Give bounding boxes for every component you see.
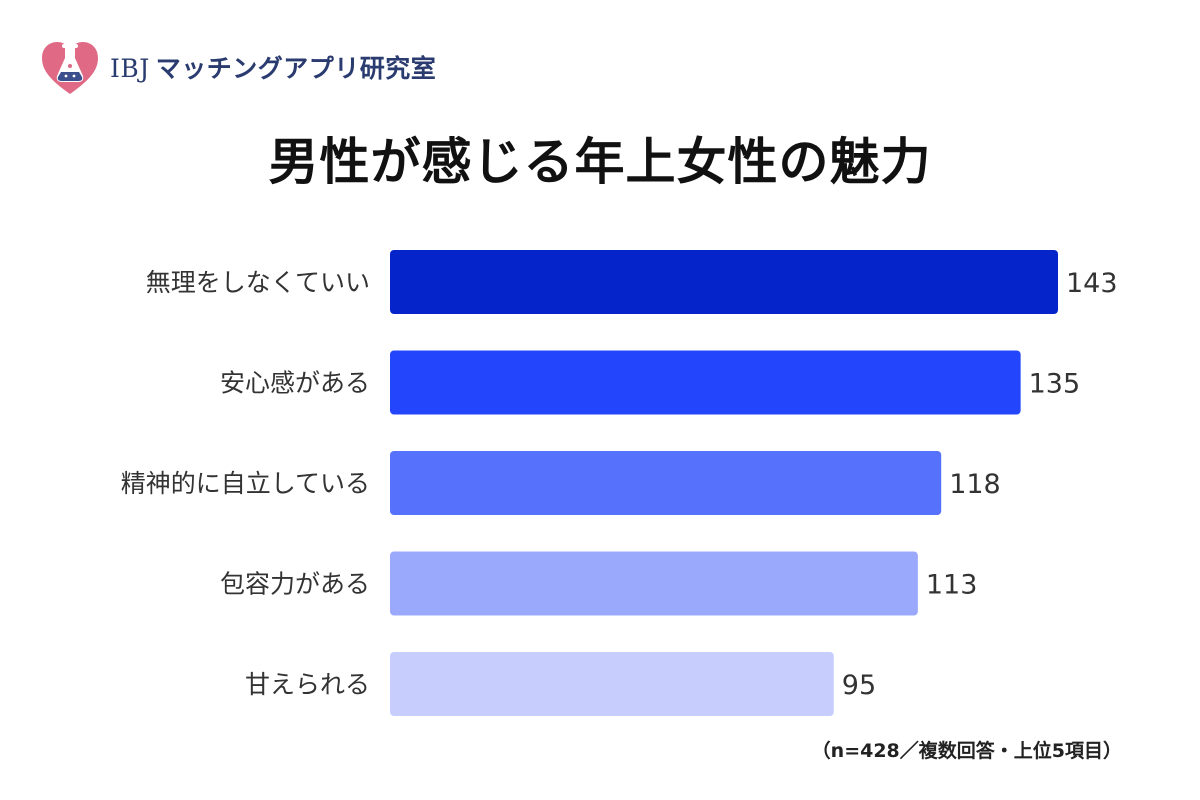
logo-name: マッチングアプリ研究室 (155, 54, 437, 83)
category-label: 無理をしなくていい (146, 268, 370, 297)
bar (390, 250, 1058, 314)
heart-flask-icon (42, 42, 98, 94)
category-label: 甘えられる (245, 670, 370, 699)
bar (390, 551, 918, 616)
bar (390, 652, 834, 716)
chart-title: 男性が感じる年上女性の魅力 (268, 133, 932, 191)
category-label: 安心感がある (220, 369, 370, 398)
value-label: 95 (842, 670, 876, 701)
value-label: 135 (1029, 369, 1081, 400)
sample-note: （n=428／複数回答・上位5項目） (811, 740, 1122, 762)
category-label: 包容力がある (220, 570, 370, 599)
category-label: 精神的に自立している (121, 469, 370, 498)
bar (390, 350, 1021, 415)
brand-logo: IBJ マッチングアプリ研究室 (40, 38, 436, 96)
value-label: 143 (1066, 268, 1118, 299)
logo-brand: IBJ (110, 54, 150, 83)
value-label: 118 (949, 469, 1001, 500)
value-label: 113 (926, 570, 978, 601)
bar (390, 451, 942, 515)
logo-wordmark: IBJ マッチングアプリ研究室 (110, 49, 436, 85)
